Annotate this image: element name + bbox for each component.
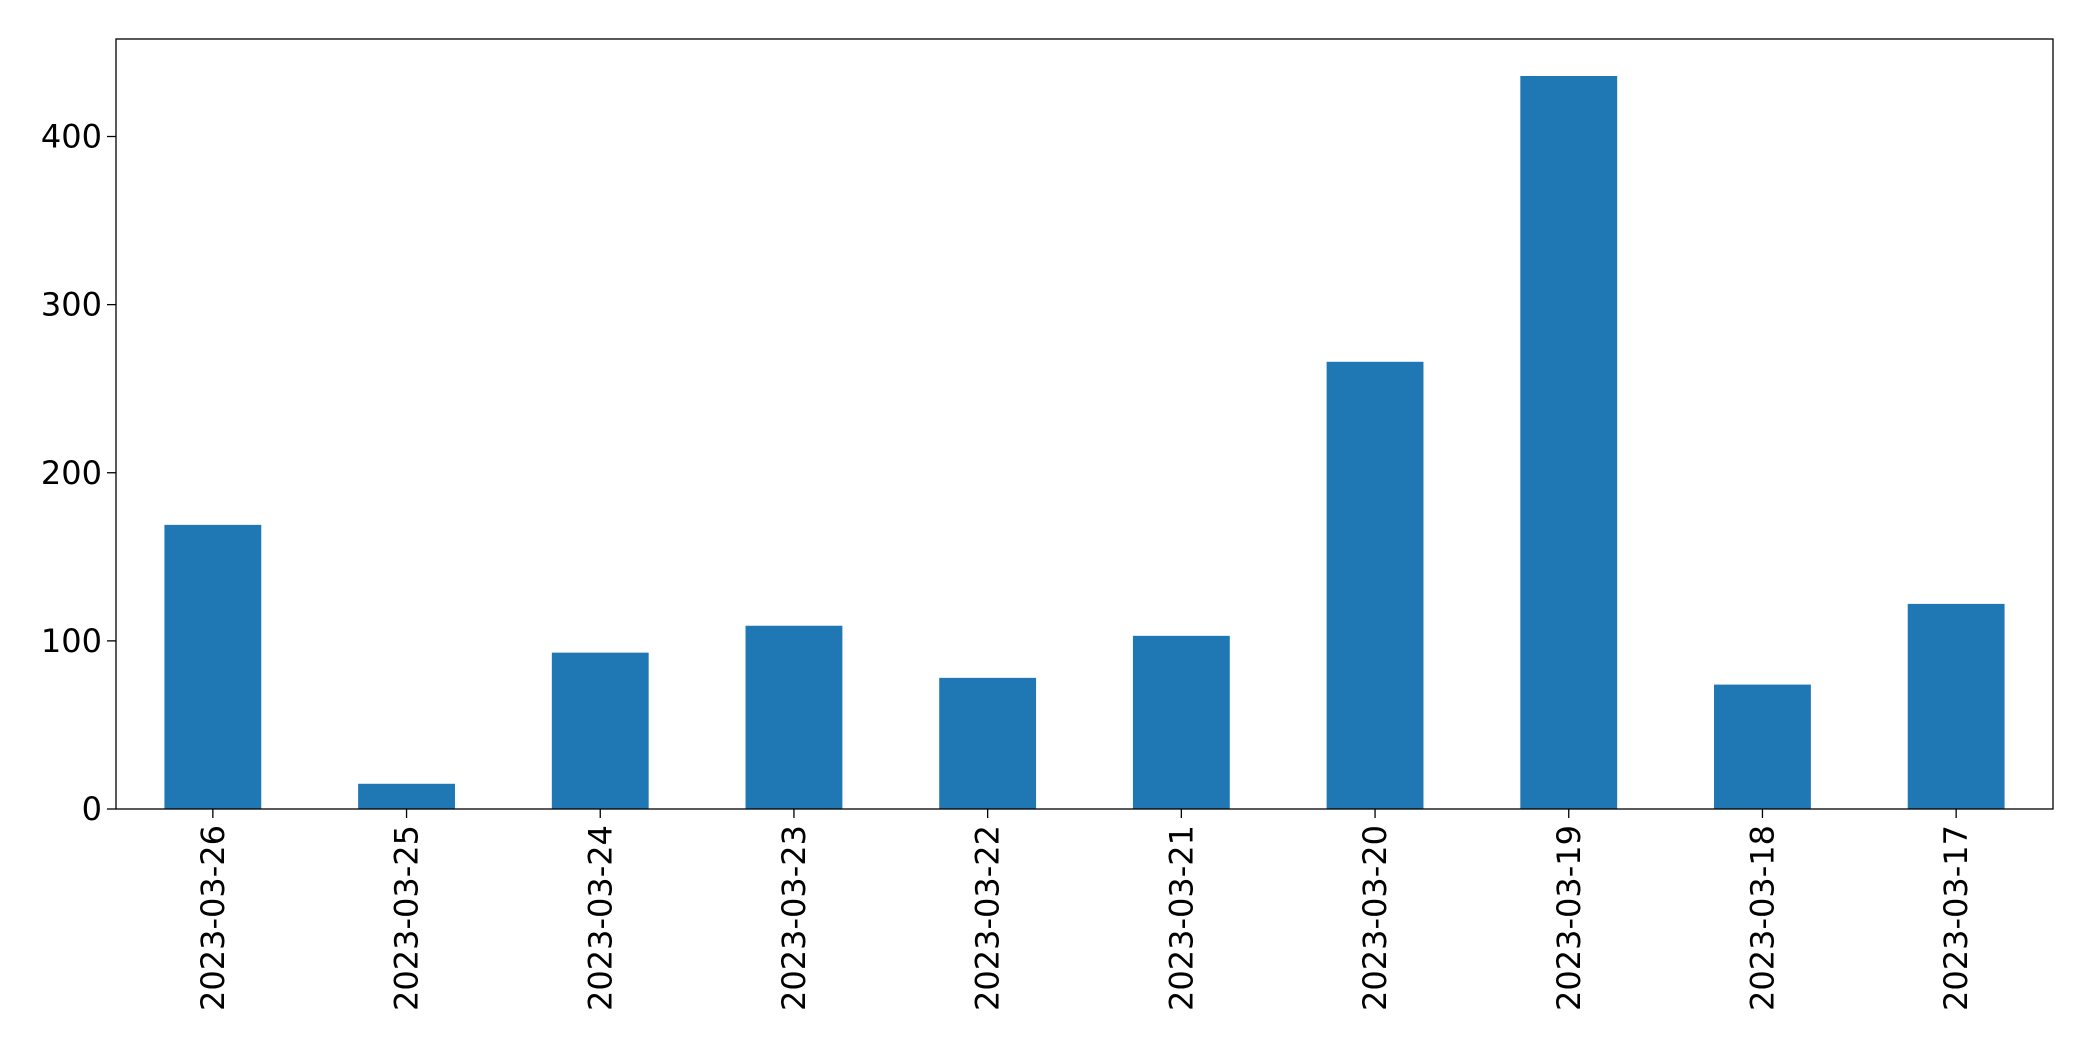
bar	[358, 783, 455, 809]
bar	[745, 625, 843, 809]
x-tick-label: 2023-03-17	[1937, 825, 1975, 1011]
y-tick-label: 300	[41, 286, 102, 324]
x-tick-label: 2023-03-25	[388, 825, 426, 1011]
x-tick-label: 2023-03-26	[194, 825, 232, 1011]
y-tick-label: 400	[41, 118, 102, 156]
bar	[1907, 603, 2005, 809]
x-tick-label: 2023-03-18	[1743, 825, 1781, 1011]
x-tick-label: 2023-03-21	[1162, 825, 1200, 1011]
bar	[1520, 75, 1618, 810]
x-tick-label: 2023-03-23	[775, 825, 813, 1011]
bar	[939, 677, 1037, 809]
x-tick-label: 2023-03-20	[1356, 825, 1394, 1011]
x-tick-label: 2023-03-24	[581, 825, 619, 1011]
bar	[1326, 361, 1424, 809]
y-tick-label: 100	[41, 622, 102, 660]
plot-frame	[115, 38, 2054, 810]
y-tick-label: 0	[82, 790, 102, 828]
bar	[551, 652, 649, 809]
bar	[1132, 635, 1230, 809]
x-tick-label: 2023-03-19	[1550, 825, 1588, 1011]
bar	[1714, 684, 1811, 809]
y-tick-label: 200	[41, 454, 102, 492]
x-tick-label: 2023-03-22	[969, 825, 1007, 1011]
bar	[164, 524, 262, 809]
